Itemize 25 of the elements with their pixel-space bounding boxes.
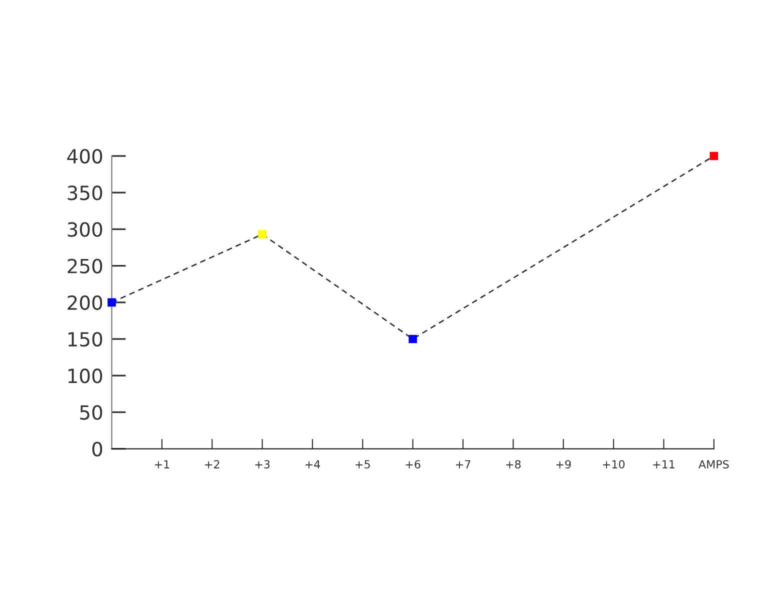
y-tick-label: 250 — [68, 258, 102, 274]
x-tick-label: +5 — [356, 460, 370, 469]
x-tick-label: +4 — [305, 460, 320, 468]
y-tick-label: 100 — [68, 368, 102, 384]
x-tick-label: +8 — [506, 460, 521, 469]
y-tick-label: 300 — [68, 222, 102, 237]
y-tick-label: 50 — [80, 405, 102, 420]
x-tick-label: +2 — [205, 460, 220, 468]
point — [710, 152, 718, 160]
y-tick-label: 400 — [67, 148, 102, 164]
y-tick-label: 350 — [68, 186, 102, 200]
x-tick-label: +10 — [603, 460, 625, 469]
x-tick-label: +6 — [406, 460, 420, 469]
point — [408, 334, 417, 344]
x-tick-label: +1 — [154, 460, 170, 468]
x-tick-label: +9 — [556, 460, 571, 469]
point — [108, 298, 116, 307]
x-tick-label: AMPS — [698, 460, 729, 469]
y-tick-label: 200 — [68, 295, 102, 310]
x-tick-label: +7 — [456, 460, 470, 468]
x-tick-label: +11 — [653, 460, 674, 468]
y-tick-label: 0 — [92, 442, 102, 456]
y-tick-label: 150 — [68, 332, 102, 347]
x-tick-label: +3 — [255, 460, 270, 469]
point — [258, 230, 266, 238]
